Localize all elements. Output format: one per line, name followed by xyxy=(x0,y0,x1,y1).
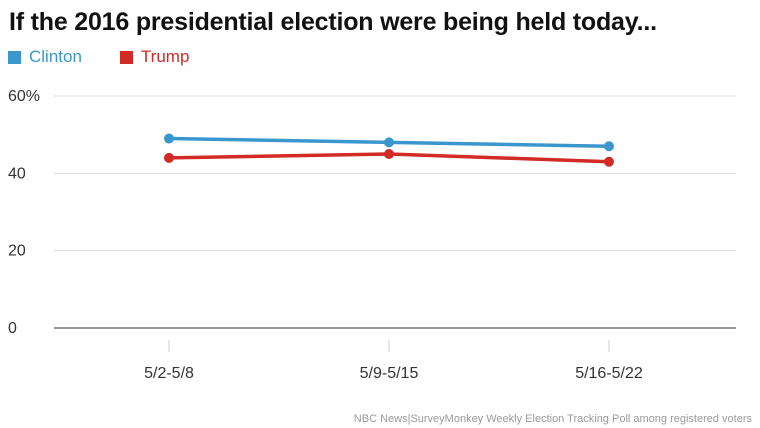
source-note: NBC News|SurveyMonkey Weekly Election Tr… xyxy=(353,413,752,425)
data-point-trump xyxy=(604,156,614,167)
chart-title: If the 2016 presidential election were b… xyxy=(9,8,657,36)
data-point-trump xyxy=(164,152,174,163)
y-tick-label: 60% xyxy=(8,88,40,105)
legend-swatch-trump xyxy=(119,50,133,64)
y-tick-label: 20 xyxy=(8,243,26,260)
x-tick-label: 5/2-5/8 xyxy=(144,365,194,382)
x-tick-label: 5/16-5/22 xyxy=(575,365,643,382)
y-tick-label: 0 xyxy=(8,320,17,337)
legend: Clinton Trump xyxy=(8,47,189,67)
data-point-trump xyxy=(384,149,394,159)
legend-item-clinton: Clinton xyxy=(8,47,82,67)
data-point-clinton xyxy=(604,141,614,152)
legend-label-trump: Trump xyxy=(140,47,190,66)
legend-swatch-clinton xyxy=(8,50,21,64)
legend-item-trump: Trump xyxy=(119,47,190,67)
data-point-clinton xyxy=(164,133,174,144)
data-point-clinton xyxy=(384,137,394,148)
x-tick-label: 5/9-5/15 xyxy=(360,365,419,382)
y-tick-label: 40 xyxy=(8,165,26,182)
legend-label-clinton: Clinton xyxy=(29,47,82,66)
